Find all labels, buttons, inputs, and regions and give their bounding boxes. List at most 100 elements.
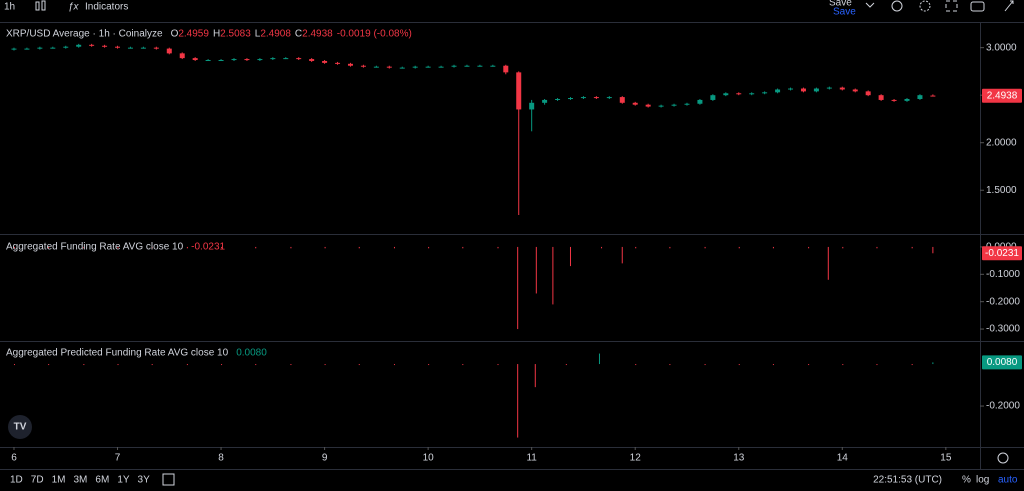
range-button[interactable]: 1M (52, 475, 66, 486)
fullscreen-icon[interactable] (945, 0, 958, 12)
y-tick-label: -0.3000 (986, 324, 1020, 335)
candle-body (270, 58, 276, 60)
range-button[interactable]: 7D (31, 475, 44, 486)
last-value-tag (982, 246, 1022, 261)
bar (635, 246, 637, 249)
scale-option[interactable]: auto (998, 475, 1018, 486)
candle-body (399, 67, 405, 69)
x-tick-label: 10 (423, 453, 435, 464)
candle-body (606, 97, 612, 99)
settings-icon[interactable] (919, 0, 931, 12)
range-button[interactable]: 3M (74, 475, 88, 486)
x-tick-label: 6 (11, 453, 17, 464)
range-button[interactable]: 1Y (117, 475, 130, 486)
candle-body (619, 97, 625, 103)
interval-button[interactable]: 1h (4, 2, 15, 13)
candle-body (425, 66, 431, 68)
candle-body (503, 65, 509, 73)
legend-value: -0.0231 (191, 242, 225, 253)
x-tick-label: 9 (322, 453, 328, 464)
candle-body (671, 104, 677, 106)
alert-icon[interactable] (891, 0, 903, 12)
candle-body (632, 102, 638, 105)
bar (635, 364, 637, 366)
bar (517, 246, 519, 330)
calendar-icon[interactable] (162, 473, 175, 486)
last-value-tag (982, 88, 1022, 103)
candle-icon[interactable] (35, 0, 46, 11)
bar (517, 364, 519, 438)
candle-body (24, 48, 30, 50)
candle-body (904, 98, 910, 101)
candle-body (257, 59, 263, 61)
indicators-icon[interactable]: ƒx (68, 2, 80, 13)
candle-body (335, 62, 341, 64)
candle-body (283, 58, 289, 60)
bar (772, 364, 774, 366)
candle-body (645, 104, 651, 107)
tradingview-logo[interactable]: TV (8, 415, 32, 439)
range-button[interactable]: 1D (10, 475, 23, 486)
x-tick-label: 11 (526, 453, 537, 464)
bar (117, 364, 119, 366)
candle-body (865, 91, 871, 96)
bar (842, 364, 844, 366)
share-icon[interactable] (1004, 0, 1014, 12)
candle-body (115, 46, 121, 48)
candle-body (360, 65, 366, 67)
bar (255, 246, 257, 249)
ohlc-label: H (213, 29, 220, 40)
scale-option[interactable]: % (962, 475, 971, 486)
y-tick-label: -0.2000 (986, 296, 1020, 307)
candle-body (762, 92, 768, 94)
candle-body (658, 105, 664, 107)
indicators-button[interactable]: Indicators (85, 2, 128, 13)
bar (186, 364, 188, 366)
bar (621, 246, 623, 264)
range-button[interactable]: 6M (95, 475, 109, 486)
x-tick-label: 13 (733, 453, 745, 464)
bar (393, 364, 395, 366)
axis-settings-icon[interactable] (997, 452, 1009, 464)
bar (497, 364, 499, 366)
candle-body (438, 66, 444, 68)
last-value-label: -0.0231 (985, 248, 1019, 259)
bar (428, 246, 430, 249)
range-button[interactable]: 3Y (138, 475, 151, 486)
bar (221, 364, 223, 366)
svg-text:TV: TV (14, 422, 27, 433)
ohlc-value: 2.4908 (260, 29, 291, 40)
pane-title: Aggregated Predicted Funding Rate AVG cl… (6, 348, 229, 359)
bar (462, 246, 464, 249)
bar (428, 364, 430, 366)
scale-option[interactable]: log (976, 475, 989, 486)
candle-body (723, 93, 729, 96)
bar (876, 364, 878, 366)
bar (738, 246, 740, 249)
candle-body (50, 47, 56, 49)
y-tick-label: -0.2000 (986, 401, 1020, 412)
save-menu[interactable] (865, 2, 875, 8)
bar (552, 246, 554, 305)
y-tick-label: -0.1000 (986, 269, 1020, 280)
candle-body (386, 66, 392, 68)
bar (808, 246, 810, 249)
pane-title: Aggregated Funding Rate AVG close 10 (6, 242, 184, 253)
bar (808, 364, 810, 366)
candle-body (580, 97, 586, 99)
candle-body (205, 60, 211, 62)
candle-body (568, 98, 574, 100)
x-tick-label: 15 (940, 453, 952, 464)
bar (876, 246, 878, 249)
save-button[interactable]: Save (829, 0, 852, 9)
candle-body (231, 59, 237, 61)
candle-body (244, 59, 250, 61)
candle-body (710, 95, 716, 100)
clock: 22:51:53 (UTC) (873, 475, 942, 486)
bar (324, 364, 326, 366)
bar (911, 246, 913, 249)
candle-body (839, 87, 845, 90)
x-tick-label: 7 (115, 453, 121, 464)
screenshot-icon[interactable] (970, 1, 985, 12)
